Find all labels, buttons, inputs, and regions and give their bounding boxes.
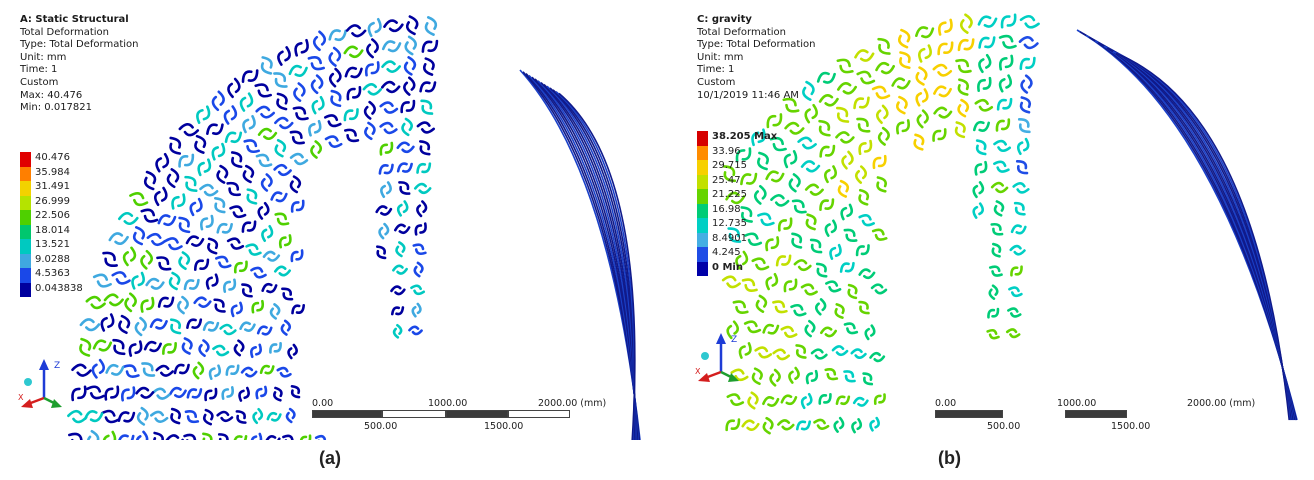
triad-z-label: Z [731, 335, 737, 345]
coordinate-triad-icon: Z X [18, 359, 62, 408]
legend-label: 26.999 [35, 195, 70, 207]
scale-tick-1000: 1000.00 [428, 398, 468, 409]
legend-label: 38.205 Max [712, 131, 778, 142]
legend-swatch [20, 253, 31, 268]
triad-x-label: X [18, 393, 24, 402]
analysis-title: C: gravity [697, 14, 752, 25]
result-time: Time: 1 [20, 64, 58, 76]
legend-label: 21.225 [712, 189, 747, 200]
legend-label: 35.984 [35, 166, 70, 178]
scale-tick-1000: 1000.00 [1057, 398, 1097, 409]
figure-caption-b: (b) [938, 448, 961, 468]
result-unit: Unit: mm [697, 51, 744, 63]
result-type: Type: Total Deformation [20, 39, 139, 51]
panel-a: A: Static Structural Total Deformation T… [18, 14, 641, 468]
legend-swatch [20, 166, 31, 181]
legend-label: 16.98 [712, 203, 741, 215]
scale-segment [382, 410, 446, 418]
legend-label: 0 Min [712, 261, 743, 273]
scale-segment [508, 410, 570, 418]
result-name: Total Deformation [697, 26, 786, 38]
legend-swatch [697, 174, 708, 189]
scale-tick-2000: 2000.00 (mm) [538, 398, 607, 409]
result-scale-mode: Custom [20, 76, 59, 88]
result-max: Max: 40.476 [20, 89, 83, 101]
scale-tick-500: 500.00 [364, 421, 398, 432]
legend-label: 25.47 [712, 174, 741, 186]
scale-tick-1500: 1500.00 [484, 421, 524, 432]
result-name: Total Deformation [20, 26, 109, 38]
result-info-block: A: Static Structural Total Deformation T… [20, 14, 139, 115]
legend-label: 22.506 [35, 210, 70, 221]
legend-swatch [697, 160, 708, 175]
scale-segment [1003, 410, 1065, 418]
scale-tick-1500: 1500.00 [1111, 421, 1151, 432]
result-time: Time: 1 [697, 64, 735, 76]
legend-swatch [697, 261, 708, 276]
result-min: Min: 0.017821 [20, 102, 93, 114]
legend-swatch [697, 145, 708, 160]
legend-label: 4.5363 [35, 268, 70, 279]
legend-swatch [20, 224, 31, 239]
scale-bar: 0.00 1000.00 2000.00 (mm) 500.00 1500.00 [312, 398, 612, 438]
analysis-title: A: Static Structural [20, 14, 129, 25]
deformation-model-b [721, 13, 1298, 435]
legend-swatch [697, 247, 708, 262]
legend-swatch [20, 268, 31, 283]
figure-caption-a: (a) [319, 448, 341, 468]
legend-label: 31.491 [35, 181, 70, 192]
legend-label: 0.043838 [35, 282, 83, 294]
legend-swatch [697, 131, 708, 146]
scale-tick-0: 0.00 [312, 398, 334, 409]
scale-segment [312, 410, 382, 418]
legend-swatch [697, 232, 708, 247]
panel-b: C: gravity Total Deformation Type: Total… [657, 0, 1314, 480]
result-date: 10/1/2019 11:46 AM [697, 89, 799, 101]
scale-segment [1065, 410, 1127, 418]
scale-segment [935, 410, 1003, 418]
triad-z-label: Z [54, 361, 60, 371]
deformation-model-a [67, 15, 641, 440]
scale-bar: 0.00 1000.00 2000.00 (mm) 500.00 1500.00 [935, 398, 1275, 438]
legend-label: 4.245 [712, 247, 741, 258]
result-scale-mode: Custom [697, 76, 736, 88]
legend-swatch [697, 189, 708, 204]
legend-swatch [20, 181, 31, 196]
scale-tick-0: 0.00 [935, 398, 957, 409]
triad-x-label: X [695, 367, 701, 376]
scale-tick-500: 500.00 [987, 421, 1021, 432]
legend-label: 8.4901 [712, 232, 747, 244]
legend-swatch [20, 210, 31, 225]
legend-swatch [697, 218, 708, 233]
legend-swatch [20, 152, 31, 167]
legend-swatch [20, 239, 31, 254]
result-info-block: C: gravity Total Deformation Type: Total… [697, 14, 816, 102]
result-type: Type: Total Deformation [697, 39, 816, 51]
legend-label: 29.715 [712, 160, 747, 171]
scale-tick-2000: 2000.00 (mm) [1187, 398, 1256, 409]
legend-label: 18.014 [35, 224, 70, 236]
legend-label: 40.476 [35, 152, 70, 163]
scale-segment [446, 410, 508, 418]
result-unit: Unit: mm [20, 51, 67, 63]
coordinate-triad-icon: Z X [695, 333, 739, 382]
legend-label: 33.96 [712, 145, 741, 157]
legend-label: 9.0288 [35, 253, 70, 265]
legend-swatch [20, 195, 31, 210]
legend-label: 12.735 [712, 218, 747, 229]
legend-swatch [20, 282, 31, 297]
legend-label: 13.521 [35, 239, 70, 250]
legend-swatch [697, 203, 708, 218]
